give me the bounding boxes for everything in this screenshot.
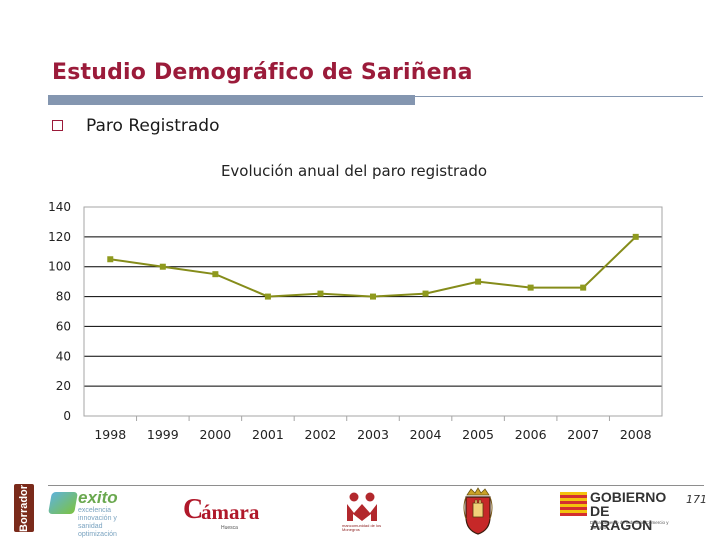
- x-tick-label: 2003: [357, 427, 389, 442]
- camara-logo-sub: Huesca: [221, 525, 238, 531]
- data-point: [632, 233, 639, 240]
- data-point: [580, 284, 587, 291]
- data-point: [422, 290, 429, 297]
- gobierno-logo-text: GOBIERNO DE ARAGON: [590, 490, 675, 532]
- y-tick-label: 0: [63, 409, 71, 423]
- page-number: 171: [686, 493, 707, 506]
- x-tick-label: 2000: [199, 427, 231, 442]
- x-tick-label: 2004: [410, 427, 442, 442]
- coat-of-arms-icon: [463, 487, 493, 535]
- x-tick-label: 1999: [147, 427, 179, 442]
- chart-title: Evolución anual del paro registrado: [221, 162, 487, 180]
- mancomunidad-logo-sub: mancomunidad de los Monegros: [342, 523, 382, 532]
- data-point: [475, 278, 482, 285]
- title-underline-bar: [48, 95, 415, 105]
- y-tick-label: 20: [56, 379, 71, 393]
- x-tick-label: 1998: [94, 427, 126, 442]
- bullet-text: Paro Registrado: [86, 116, 220, 136]
- footer-rule: [48, 485, 704, 486]
- x-tick-label: 2005: [462, 427, 494, 442]
- camara-logo-word: ámara: [201, 500, 260, 524]
- x-tick-label: 2006: [515, 427, 547, 442]
- x-tick-label: 2002: [305, 427, 337, 442]
- camara-logo: C ámara Huesca: [183, 494, 283, 534]
- data-point: [107, 256, 114, 263]
- data-series: [107, 233, 639, 300]
- exito-logo: exito excelencia innovación y sanidad op…: [48, 488, 132, 538]
- x-tick-label: 2008: [620, 427, 652, 442]
- x-tick-label: 2007: [567, 427, 599, 442]
- exito-logo-word: exito: [78, 488, 118, 507]
- y-tick-label: 80: [56, 290, 71, 304]
- x-axis-ticks: 1998 1999 2000 2001 2002 2003 2004 2005 2006 2007…: [94, 416, 652, 442]
- plot-area-frame: [83, 206, 663, 417]
- data-point: [264, 293, 271, 300]
- gobierno-aragon-logo: GOBIERNO DE ARAGON Departamento de Indus…: [560, 489, 675, 535]
- gobierno-logo-sub: Departamento de Industria, Comercio y Tu…: [590, 520, 669, 530]
- mancomunidad-figure-icon: [347, 492, 377, 521]
- y-tick-label: 40: [56, 349, 71, 363]
- title-underline-rule: [415, 96, 703, 97]
- data-point: [370, 293, 376, 300]
- data-point: [527, 284, 534, 291]
- bullet-square-icon: [52, 120, 63, 131]
- x-tick-label: 2001: [252, 427, 284, 442]
- y-tick-label: 100: [48, 260, 71, 274]
- y-axis-ticks: 0 20 40 60 80 100 120 140: [48, 200, 71, 423]
- slide-title: Estudio Demográfico de Sariñena: [52, 60, 473, 85]
- data-point: [159, 263, 166, 270]
- sarinena-crest-logo: [461, 487, 495, 535]
- mancomunidad-logo: mancomunidad de los Monegros: [342, 491, 382, 535]
- data-point: [212, 271, 219, 278]
- data-point: [317, 290, 324, 297]
- aragon-flag-icon: [560, 492, 587, 516]
- borrador-stamp: Borrador: [14, 484, 34, 532]
- gridlines: [84, 236, 662, 387]
- exito-mark-icon: [48, 492, 78, 514]
- y-tick-label: 120: [48, 230, 71, 244]
- y-tick-label: 60: [56, 319, 71, 333]
- y-tick-label: 140: [48, 200, 71, 214]
- gobierno-logo-line2: DE ARAGON: [590, 503, 653, 533]
- camara-logo-c: C: [183, 494, 204, 525]
- exito-logo-tagline: excelencia innovación y sanidad optimiza…: [78, 507, 117, 538]
- gobierno-logo-line1: GOBIERNO: [590, 489, 667, 505]
